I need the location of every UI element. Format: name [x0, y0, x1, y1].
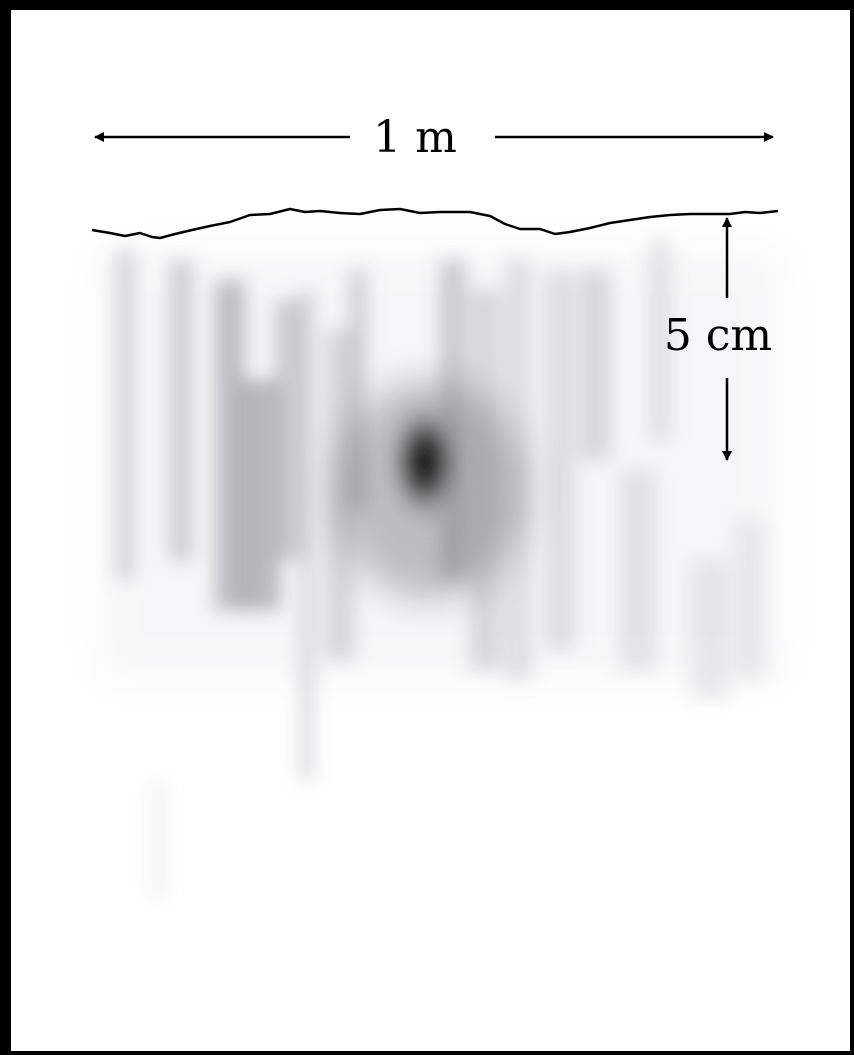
surface-profile-line — [91, 207, 779, 240]
subsurface-scattering-image — [100, 240, 780, 900]
depth-dimension: 5 cm — [664, 217, 772, 461]
width-label: 1 m — [373, 112, 457, 163]
scatter-core — [383, 392, 467, 532]
width-dimension: 1 m — [94, 112, 774, 163]
depth-label: 5 cm — [664, 310, 772, 361]
